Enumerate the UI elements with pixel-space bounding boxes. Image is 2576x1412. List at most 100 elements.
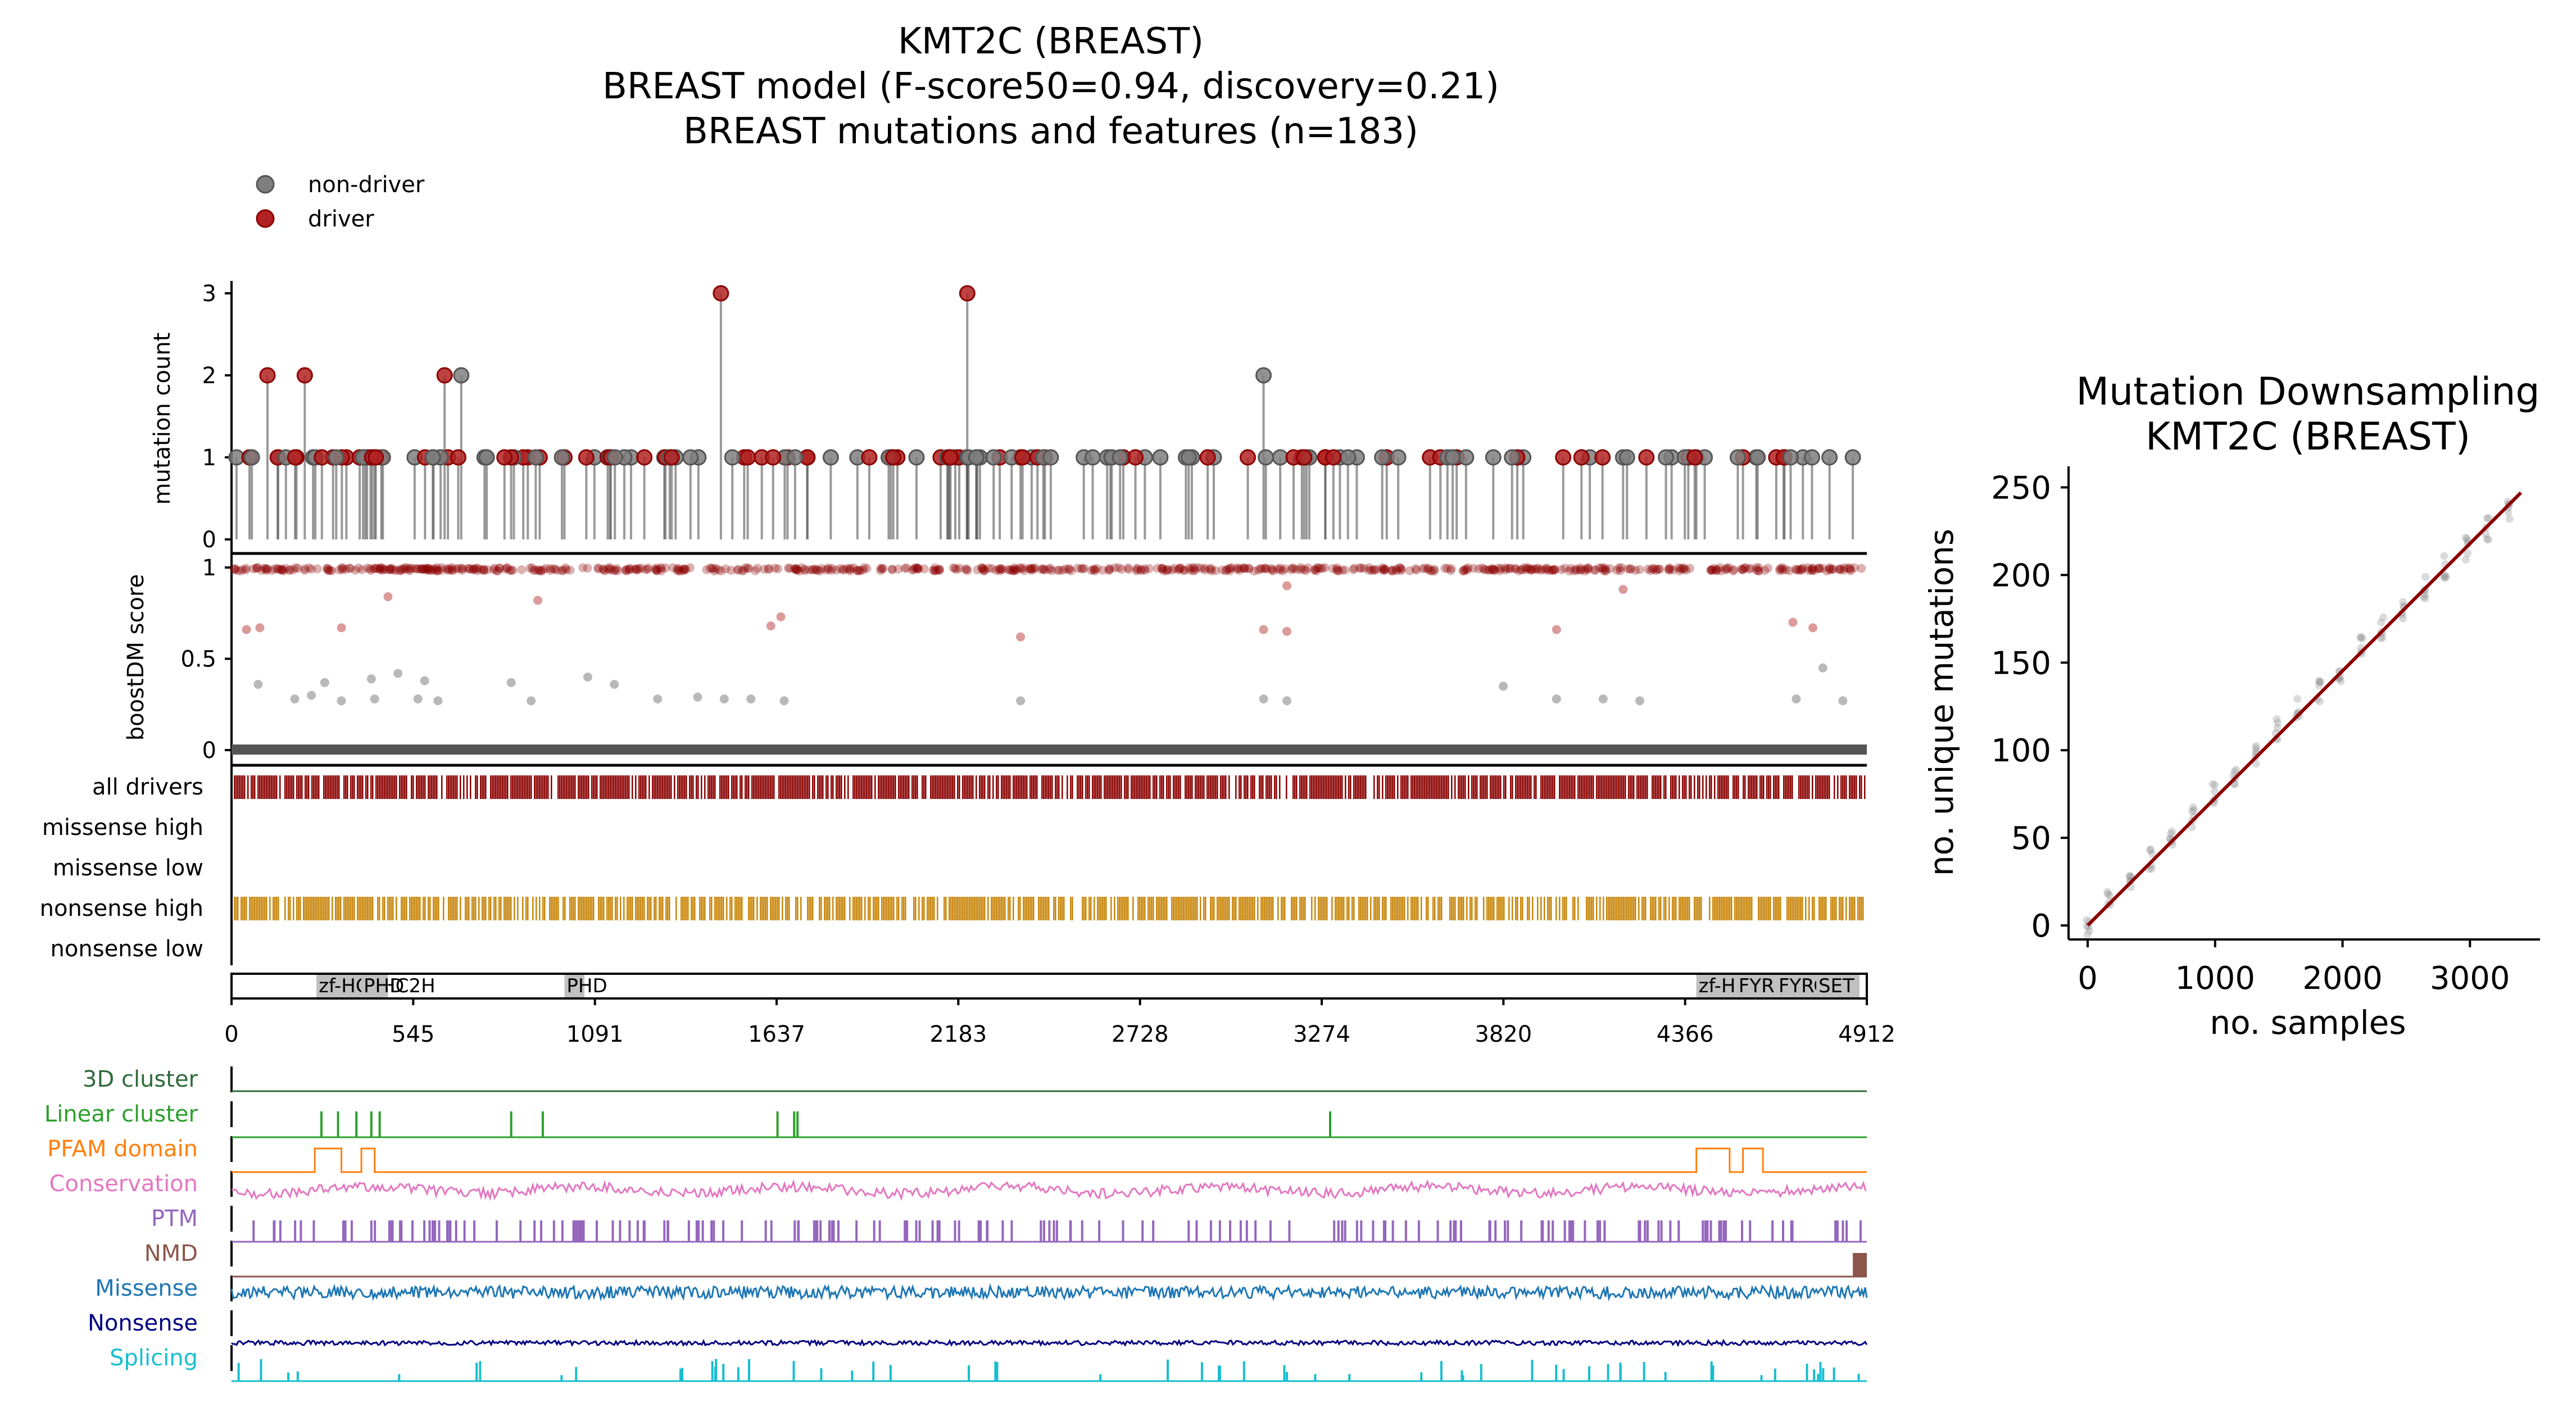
boostdm-driver-point [1477, 563, 1487, 573]
nonsense-high-stripe [498, 897, 500, 920]
all-drivers-stripe [1024, 775, 1026, 799]
nonsense-high-stripe [527, 897, 529, 920]
all-drivers-stripe [1476, 775, 1478, 799]
boostdm-driver-point [705, 564, 715, 573]
all-drivers-stripe [932, 775, 933, 799]
non-driver-mutation-point [908, 449, 925, 466]
nonsense-high-stripe [1493, 897, 1495, 920]
nonsense-high-stripe [1645, 897, 1647, 920]
boostdm-driver-point [764, 564, 773, 573]
all-drivers-stripe [1562, 775, 1564, 799]
nonsense-high-stripe [704, 897, 706, 920]
nonsense-high-stripe [1038, 897, 1040, 920]
nonsense-high-stripe [1663, 897, 1665, 920]
boostdm-driver-point [913, 564, 922, 574]
boostdm-low-point [1792, 694, 1801, 703]
nonsense-high-stripe [1181, 897, 1183, 920]
all-drivers-stripe [989, 775, 991, 799]
all-drivers-stripe [1827, 775, 1829, 799]
all-drivers-stripe [820, 775, 822, 799]
boostdm-driver-point [1809, 566, 1819, 575]
downsampling-x-tick-label: 0 [2078, 960, 2098, 997]
boostdm-driver-point [1572, 565, 1581, 575]
boostdm-driver-point [1310, 566, 1319, 575]
nonsense-high-stripe [1188, 897, 1190, 920]
all-drivers-stripe [1505, 775, 1507, 799]
all-drivers-stripe [751, 775, 753, 799]
boostdm-driver-point [1744, 564, 1754, 574]
all-drivers-stripe [679, 775, 681, 799]
boostdm-driver-point [1781, 565, 1790, 574]
boostdm-driver-point [674, 566, 684, 575]
all-drivers-stripe [890, 775, 891, 799]
all-drivers-stripe [316, 775, 318, 799]
nonsense-high-stripe [1665, 897, 1667, 920]
boostdm-driver-point [1145, 564, 1154, 574]
all-drivers-stripe [325, 775, 326, 799]
nonsense-high-stripe [514, 897, 515, 920]
downsampling-point [2274, 719, 2282, 727]
boostdm-driver-point [419, 564, 429, 574]
all-drivers-stripe [347, 775, 348, 799]
nonsense-high-stripe [1527, 897, 1529, 920]
all-drivers-stripe [357, 775, 359, 799]
all-drivers-stripe [692, 775, 694, 799]
boostdm-driver-point [836, 564, 845, 573]
nonsense-high-stripe [1763, 897, 1765, 920]
all-drivers-stripe [893, 775, 895, 799]
boostdm-driver-point [561, 565, 571, 574]
all-drivers-stripe [1252, 775, 1254, 799]
non-driver-mutation-point [1042, 449, 1059, 466]
all-drivers-stripe [837, 775, 839, 799]
boostdm-driver-point [284, 566, 294, 575]
boostdm-driver-point [376, 563, 386, 573]
nonsense-high-stripe [760, 897, 761, 920]
nonsense-high-stripe [701, 897, 702, 920]
nonsense-high-stripe [1400, 897, 1402, 920]
boostdm-driver-point [1521, 565, 1531, 575]
all-drivers-stripe [1689, 775, 1690, 799]
nonsense-high-stripe [332, 897, 333, 920]
nonsense-high-stripe [1159, 897, 1161, 920]
all-drivers-stripe [286, 775, 288, 799]
nonsense-high-stripe [337, 897, 338, 920]
all-drivers-stripe [1441, 775, 1443, 799]
boostdm-driver-point [996, 564, 1006, 574]
nonsense-high-stripe [1840, 897, 1842, 920]
boostdm-driver-point [423, 564, 432, 573]
nonsense-high-stripe [360, 897, 362, 920]
nonsense-high-stripe [987, 897, 989, 920]
all-drivers-stripe [1132, 775, 1134, 799]
nonsense-high-stripe [1100, 897, 1102, 920]
nonsense-high-stripe [1284, 897, 1286, 920]
boostdm-driver-point [1675, 566, 1684, 575]
nonsense-high-stripe [1515, 897, 1517, 920]
all-drivers-stripe [477, 775, 478, 799]
nonsense-high-stripe [409, 897, 411, 920]
all-drivers-stripe [967, 775, 969, 799]
nonsense-high-stripe [1104, 897, 1105, 920]
all-drivers-stripe [1400, 775, 1402, 799]
boostdm-low-point [290, 694, 300, 703]
all-drivers-stripe [1448, 775, 1449, 799]
boostdm-driver-point [950, 564, 960, 573]
boostdm-driver-point [613, 566, 623, 575]
all-drivers-stripe [871, 775, 873, 799]
nonsense-high-stripe [1362, 897, 1363, 920]
non-driver-mutation-point [1272, 449, 1289, 466]
boostdm-driver-point [241, 564, 251, 573]
nonsense-high-stripe [311, 897, 313, 920]
boostdm-driver-point [1583, 564, 1593, 573]
nonsense-high-stripe [1722, 897, 1724, 920]
nonsense-high-stripe [721, 897, 723, 920]
nonsense-high-stripe [1616, 897, 1618, 920]
all-drivers-stripe [524, 775, 525, 799]
boostdm-driver-point [1239, 563, 1249, 573]
boostdm-low-point [320, 678, 329, 687]
all-drivers-stripe [406, 775, 407, 799]
nonsense-high-stripe [1544, 897, 1545, 920]
all-drivers-stripe [713, 775, 714, 799]
driver-mutation-point [942, 449, 959, 466]
nonsense-high-stripe [300, 897, 301, 920]
nonsense-high-stripe [731, 897, 733, 920]
